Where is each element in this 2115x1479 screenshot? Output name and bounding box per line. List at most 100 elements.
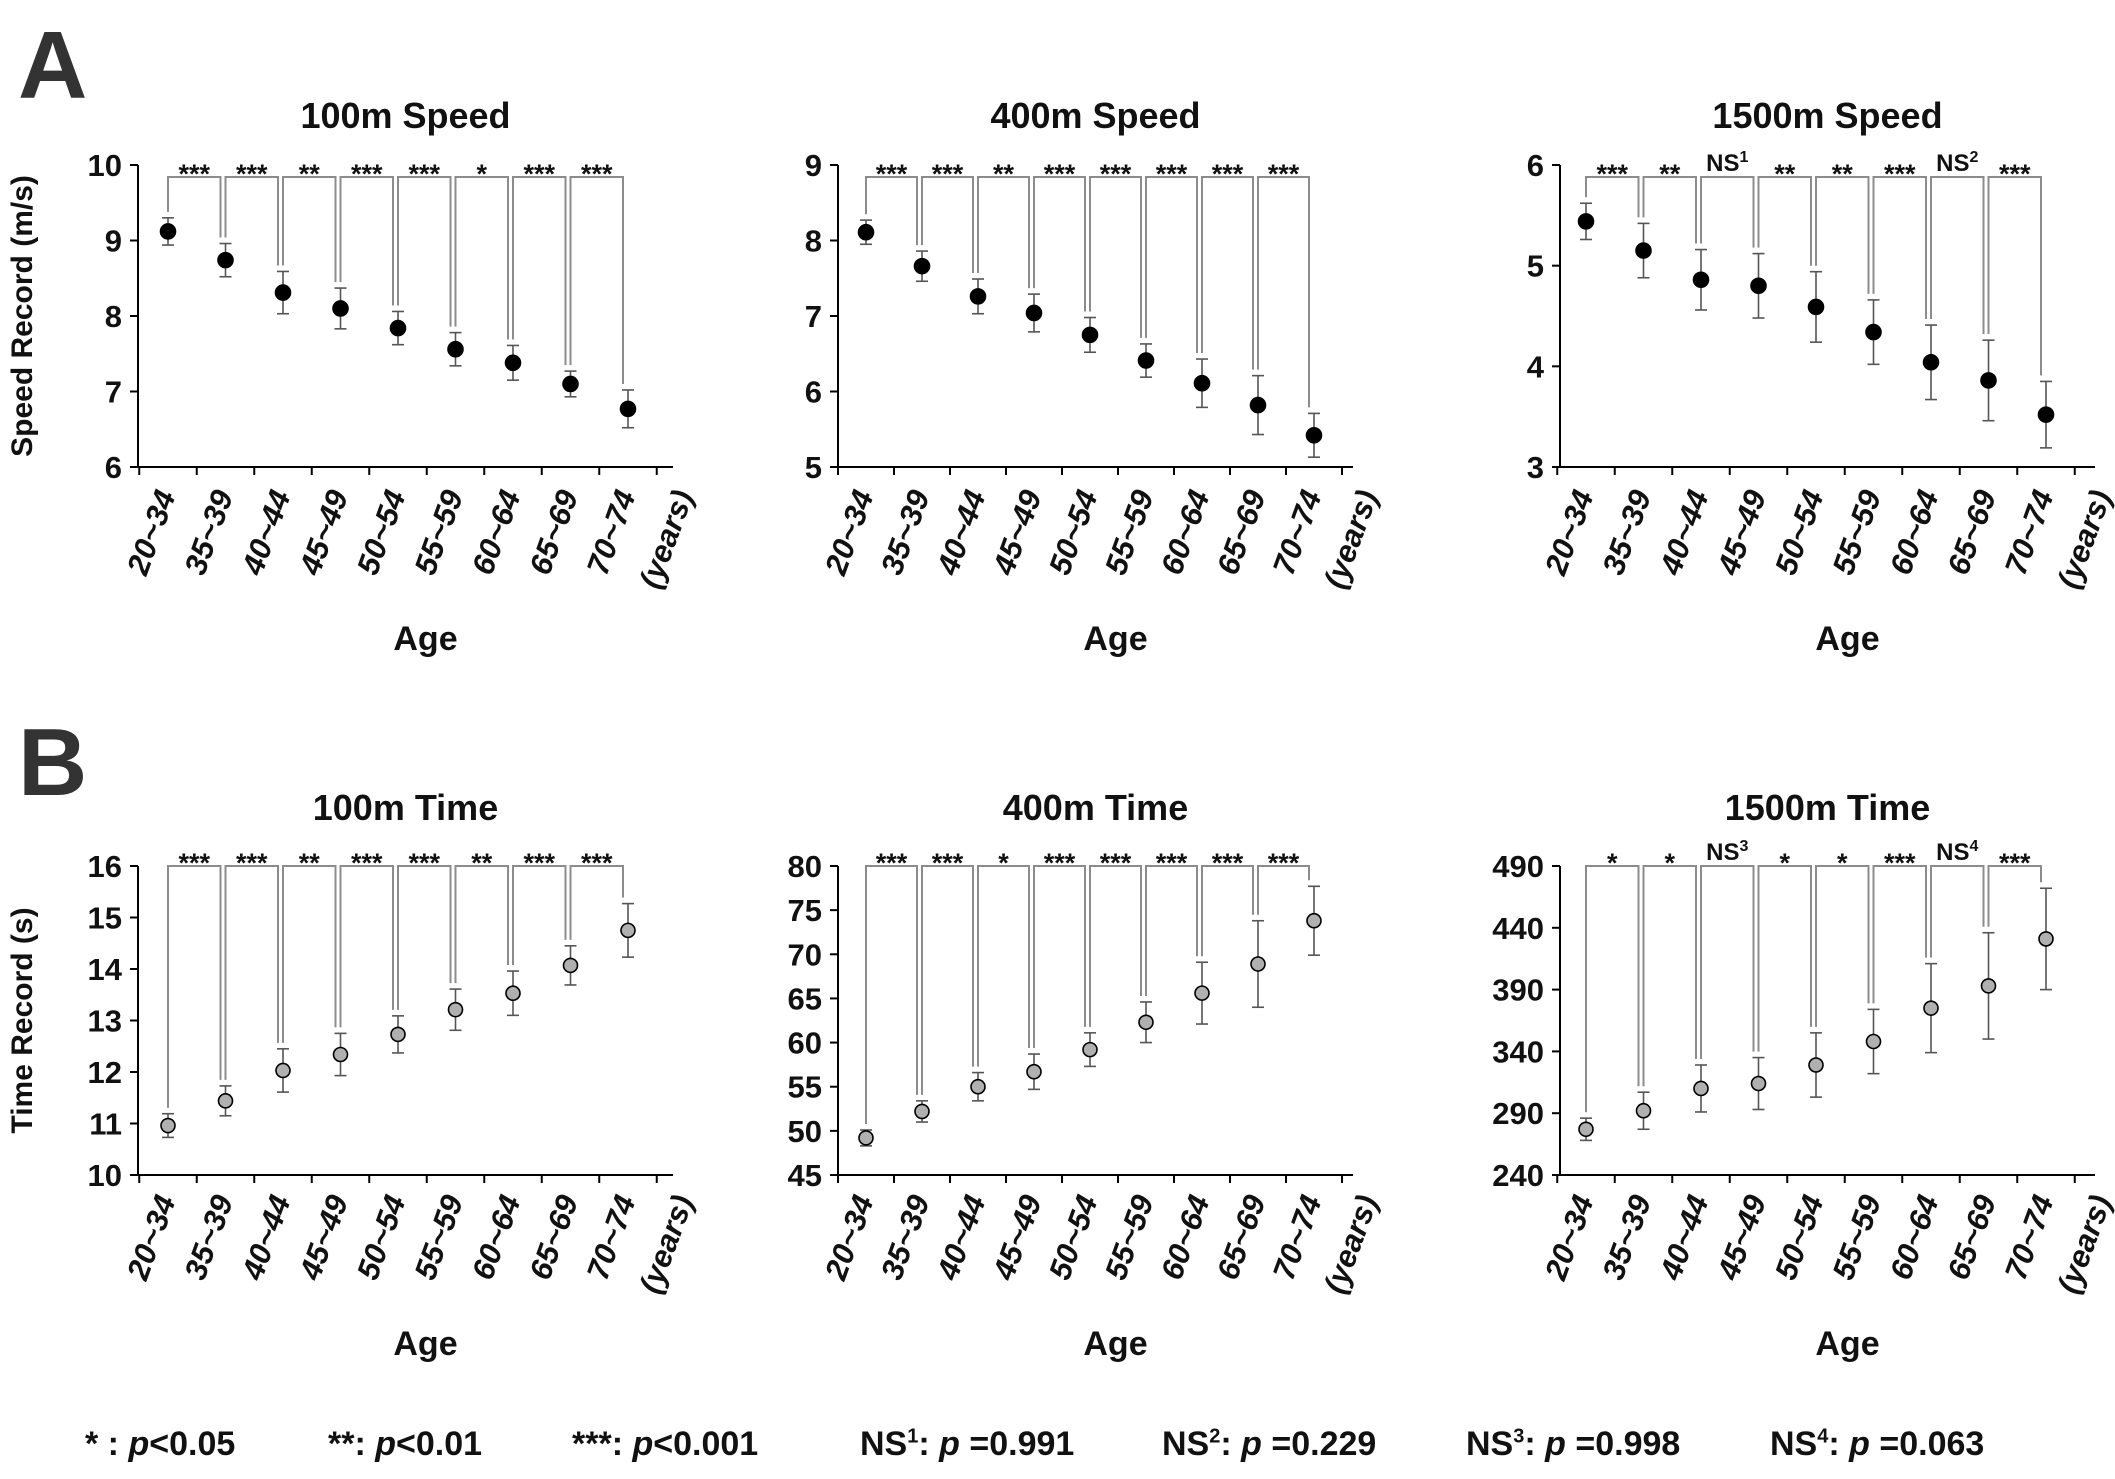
data-point	[1306, 912, 1322, 929]
x-tick-label: 45~49	[292, 1190, 355, 1285]
y-tick-label: 7	[805, 299, 822, 334]
data-point	[505, 985, 521, 1002]
x-tick-label: (years)	[632, 485, 700, 593]
significance-bracket	[397, 176, 452, 327]
significance-label: ***	[581, 159, 613, 189]
data-point	[1980, 372, 1997, 389]
significance-bracket	[339, 865, 394, 1028]
x-tick-label: 40~44	[235, 485, 298, 580]
data-point	[1193, 374, 1211, 392]
significance-label: **	[1774, 159, 1796, 189]
x-tick-label: 55~59	[407, 485, 470, 579]
chart-1500m-speed: 1500m Speed 3 4 5 6 20~3435~3940~4445~4950~54…	[1527, 95, 2115, 658]
x-tick-label: 35~39	[874, 485, 937, 579]
significance-bracket	[1700, 865, 1755, 1059]
legend-item: **: p<0.01	[328, 1425, 483, 1463]
significance-label: ***	[1044, 159, 1076, 189]
y-tick-label: 8	[805, 224, 822, 259]
x-tick-label: 60~64	[1154, 1190, 1217, 1284]
data-point	[332, 1046, 349, 1063]
significance-bracket	[1987, 176, 2042, 376]
significance-bracket	[1201, 176, 1254, 370]
significance-bracket	[921, 176, 974, 274]
significance-bracket	[282, 176, 337, 283]
x-tick-label: 70~74	[1266, 1190, 1329, 1284]
significance-bracket	[1872, 865, 1927, 1004]
charts-canvas: 100m Speed67891020~3435~3940~4445~4950~5…	[6, 95, 2115, 1363]
y-tick-label: 16	[88, 849, 122, 884]
significance-label: ***	[1044, 848, 1076, 878]
x-tick-label: (years)	[2050, 485, 2115, 593]
significance-bracket	[167, 176, 222, 238]
data-point	[1750, 1075, 1767, 1092]
x-tick-label: 20~34	[818, 485, 881, 580]
significance-label: ***	[876, 848, 908, 878]
significance-bracket	[1642, 176, 1697, 244]
significance-bracket	[921, 865, 974, 1095]
chart-title: 100m Speed	[300, 95, 510, 136]
significance-label: *	[476, 159, 487, 189]
significance-label: NS4	[1936, 838, 1978, 866]
x-tick-label: 60~64	[1883, 1190, 1946, 1284]
y-axis-label: Speed Record (m/s)	[6, 175, 39, 457]
x-tick-label: 40~44	[1653, 485, 1716, 580]
significance-label: ***	[932, 848, 964, 878]
legend-item: NS4: p =0.063	[1770, 1425, 1985, 1463]
y-tick-label: 240	[1492, 1158, 1544, 1193]
significance-label: ***	[523, 848, 555, 878]
significance-label: **	[299, 848, 321, 878]
data-point	[159, 223, 177, 240]
significance-bracket	[1145, 865, 1198, 996]
significance-bracket	[1033, 176, 1086, 312]
x-axis-label: Age	[1815, 1325, 1879, 1363]
y-tick-label: 80	[788, 849, 822, 884]
data-point	[274, 284, 292, 301]
significance-bracket	[224, 865, 279, 1080]
significance-label: NS3	[1706, 838, 1748, 866]
y-tick-label: 340	[1492, 1034, 1544, 1069]
data-point	[1249, 396, 1267, 414]
significance-label: ***	[1100, 159, 1132, 189]
x-tick-label: 50~54	[1768, 485, 1831, 579]
significance-label: ***	[351, 848, 383, 878]
y-tick-label: 15	[88, 901, 122, 936]
x-tick-label: 35~39	[1595, 485, 1658, 579]
data-point	[1305, 426, 1323, 444]
data-point	[2037, 406, 2055, 423]
significance-bracket	[1872, 176, 1927, 320]
y-tick-label: 14	[88, 952, 123, 987]
significance-bracket	[569, 865, 624, 940]
x-axis-label: Age	[393, 620, 457, 658]
chart-100m-time: 100m Time 10 11 12 13 14 15 16 20~3435~3940~4445…	[6, 787, 700, 1363]
chart-title: 1500m Speed	[1712, 95, 1942, 136]
data-point	[1693, 1080, 1709, 1097]
x-tick-label: 40~44	[235, 1190, 298, 1285]
chart-title: 100m Time	[313, 787, 498, 828]
data-point	[504, 354, 522, 372]
data-point	[447, 1001, 464, 1018]
data-point	[619, 400, 637, 418]
data-point	[1250, 956, 1266, 972]
data-point	[913, 257, 931, 275]
x-tick-label: 20~34	[1538, 485, 1601, 580]
data-point	[217, 1093, 234, 1109]
significance-label: ***	[1212, 848, 1244, 878]
significance-label: ***	[236, 159, 268, 189]
data-point	[275, 1062, 291, 1079]
data-point	[1922, 354, 1940, 371]
significance-label: ***	[932, 159, 964, 189]
data-point	[217, 251, 234, 269]
chart-title: 400m Speed	[990, 95, 1200, 136]
legend-item: ***: p<0.001	[572, 1425, 759, 1463]
y-tick-label: 6	[805, 375, 822, 410]
x-tick-label: 50~54	[1042, 1190, 1105, 1284]
data-point	[857, 223, 875, 241]
significance-label: *	[1779, 848, 1790, 878]
significance-bracket	[1585, 176, 1640, 218]
significance-label: ***	[1156, 848, 1188, 878]
x-tick-label: 70~74	[1266, 485, 1329, 579]
significance-label: ***	[523, 159, 555, 189]
y-tick-label: 50	[788, 1114, 822, 1149]
data-point	[1865, 1033, 1882, 1050]
